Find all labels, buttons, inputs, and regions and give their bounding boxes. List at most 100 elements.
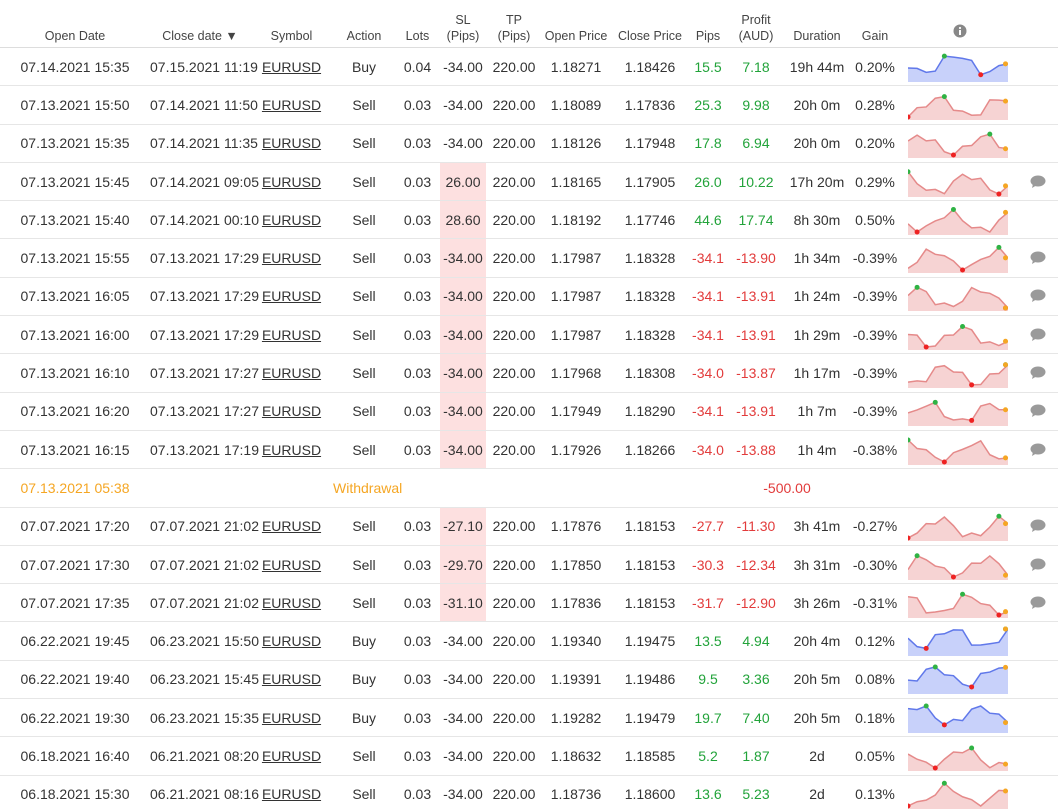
cell-text: 10.22 <box>738 173 774 190</box>
table-row: 07.13.2021 16:15 07.13.2021 17:19 EURUSD Se… <box>0 430 1058 470</box>
cell: 1.19486 <box>610 660 690 700</box>
cell: 07.13.2021 16:00 <box>0 315 150 355</box>
sparkline-part <box>908 364 1008 389</box>
cell-text: 07.13.2021 15:45 <box>20 173 130 190</box>
sparkline-part <box>1003 608 1008 614</box>
table-row: 06.22.2021 19:45 06.23.2021 15:50 EURUSD Bu… <box>0 621 1058 661</box>
header-text: Lots <box>405 29 430 43</box>
cell: 3h 41m <box>786 507 848 546</box>
cell: Sell <box>333 315 395 355</box>
cell-text: 07.13.2021 15:55 <box>20 250 130 267</box>
cell-text: 07.13.2021 16:20 <box>20 403 130 420</box>
cell-text: -0.39% <box>852 326 898 343</box>
cell: 07.07.2021 21:02 <box>150 545 259 585</box>
cell: -34.00 <box>440 775 486 809</box>
header-text: (AUD) <box>738 29 774 43</box>
table-row: 07.13.2021 15:35 07.14.2021 11:35 EURUSD Se… <box>0 124 1058 163</box>
cell: 1.18192 <box>542 200 610 240</box>
cell <box>902 468 1018 508</box>
sparkline-part <box>996 244 1002 250</box>
cell-text: 1.18266 <box>624 441 676 458</box>
sparkline-part <box>908 439 1008 465</box>
cell: -29.70 <box>440 545 486 585</box>
cell-text: 1.18153 <box>624 518 676 535</box>
cell-text: 1.18426 <box>624 58 676 75</box>
sparkline-part <box>941 781 947 787</box>
cell-text: Sell <box>352 96 376 113</box>
cell: Sell <box>333 162 395 202</box>
sparkline-part <box>908 594 1008 618</box>
sparkline <box>908 626 1008 657</box>
cell-text: Buy <box>351 671 377 688</box>
sparkline-part <box>908 515 1008 539</box>
sparkline-part <box>969 418 975 424</box>
sparkline <box>908 244 1008 274</box>
sparkline-part <box>1003 146 1008 152</box>
cell-text: -34.00 <box>443 96 483 113</box>
cell: -12.34 <box>726 545 786 585</box>
cell-text: 2d <box>809 747 825 764</box>
header-text: TP <box>506 13 522 27</box>
cell-text: EURUSD <box>261 671 322 688</box>
cell-text: 1.17905 <box>624 173 676 190</box>
cell-text: 1h 17m <box>793 365 841 382</box>
cell-text: 0.03 <box>403 403 432 420</box>
table-row: 07.13.2021 15:50 07.14.2021 11:50 EURUSD Se… <box>0 85 1058 125</box>
sparkline-part <box>923 645 929 651</box>
sparkline-part <box>969 684 975 690</box>
cell-text: Buy <box>351 709 377 726</box>
sparkline-part <box>932 400 938 406</box>
cell <box>848 468 902 508</box>
sparkline-part <box>1003 626 1008 632</box>
cell: 06.22.2021 19:40 <box>0 660 150 700</box>
cell: 07.13.2021 05:38 <box>0 468 150 508</box>
cell-text: 06.21.2021 08:16 <box>150 786 259 803</box>
cell-text: 0.03 <box>403 96 432 113</box>
cell-text: 07.14.2021 09:05 <box>150 173 259 190</box>
cell: 220.00 <box>486 621 542 661</box>
sparkline-part <box>1003 60 1008 66</box>
sparkline-part <box>908 439 1008 463</box>
cell: -500.00 <box>726 468 848 508</box>
comment-cell <box>1018 430 1058 470</box>
cell: -0.38% <box>848 430 902 470</box>
header-text: Open Date <box>44 29 106 43</box>
cell: 07.14.2021 11:50 <box>150 85 258 125</box>
cell-text: 07.13.2021 17:27 <box>150 365 259 382</box>
column-header: Lots <box>395 0 440 48</box>
cell-text: Withdrawal <box>333 479 403 496</box>
cell: 07.13.2021 15:55 <box>0 238 150 278</box>
cell-text: -12.34 <box>736 556 776 573</box>
sparkline-part <box>908 133 1008 157</box>
cell-text: 19h 44m <box>789 58 845 75</box>
cell: 19.7 <box>690 698 726 738</box>
cell-text: 0.20% <box>855 58 895 75</box>
cell: Sell <box>333 583 395 623</box>
cell: Sell <box>333 124 395 163</box>
cell-text: -34.00 <box>443 709 483 726</box>
cell: 0.03 <box>395 315 440 355</box>
cell: -34.1 <box>690 315 726 355</box>
table-row: 07.14.2021 15:35 07.15.2021 11:19 EURUSD Bu… <box>0 47 1058 87</box>
cell-text: -31.10 <box>443 594 483 611</box>
sparkline-part <box>908 209 1008 235</box>
sparkline <box>908 94 1008 120</box>
cell-text: EURUSD <box>261 556 322 573</box>
cell-text: 0.03 <box>403 786 432 803</box>
column-header: TP (Pips) <box>486 0 542 48</box>
cell: -34.00 <box>440 85 486 125</box>
cell-text: -34.00 <box>443 326 483 343</box>
cell-text: 44.6 <box>694 211 722 228</box>
header-text: Gain <box>861 29 889 43</box>
cell: EURUSD <box>250 507 333 546</box>
cell: 1.18736 <box>542 775 610 809</box>
cell <box>250 468 333 508</box>
sparkline-part <box>908 535 911 541</box>
cell-text: 1.18736 <box>550 786 602 803</box>
cell: 07.13.2021 17:27 <box>150 353 259 393</box>
cell-text: -34.00 <box>443 250 483 267</box>
cell-text: EURUSD <box>261 441 322 458</box>
cell-text: -34.00 <box>443 786 483 803</box>
sparkline-part <box>908 783 1008 809</box>
cell-text: 1.18153 <box>624 556 676 573</box>
